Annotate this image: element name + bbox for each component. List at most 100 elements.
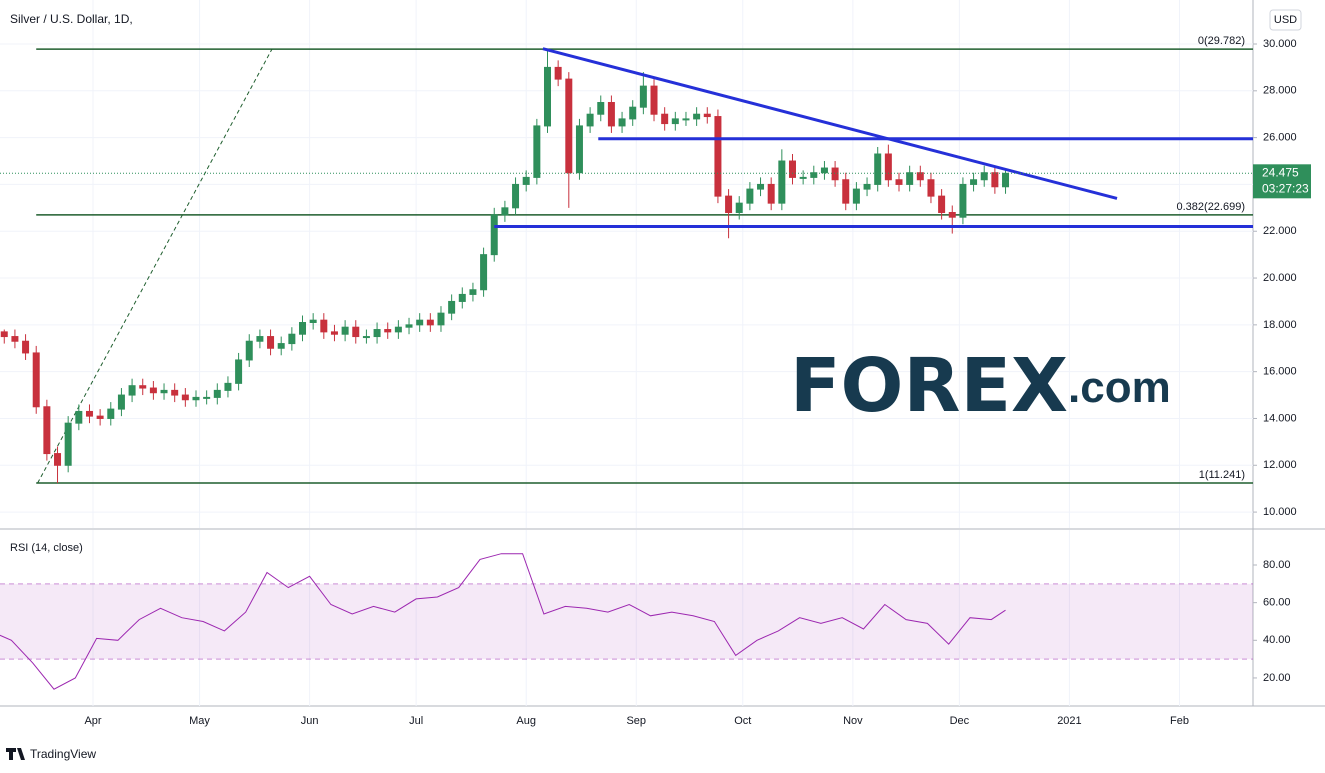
y-tick-label: 20.000 <box>1263 272 1297 284</box>
x-tick-label: Nov <box>843 715 863 727</box>
x-tick-label: Feb <box>1170 715 1189 727</box>
last-price-tag <box>1253 164 1311 199</box>
fib-label: 1(11.241) <box>1199 469 1245 481</box>
last-price-label: 24.475 <box>1262 165 1299 179</box>
y-tick-label: 12.000 <box>1263 459 1297 471</box>
candle-body <box>458 293 466 302</box>
candle-body <box>330 331 338 335</box>
brand-icon[interactable] <box>6 748 25 760</box>
x-tick-label: Jun <box>301 715 319 727</box>
candle-body <box>320 319 328 333</box>
watermark: FOREX.com <box>790 343 1171 429</box>
candle-body <box>852 188 860 204</box>
candle-body <box>533 125 541 178</box>
candle-body <box>128 385 136 396</box>
candle-body <box>75 410 83 424</box>
candle-body <box>991 172 999 188</box>
y-tick-label: 26.000 <box>1263 132 1297 144</box>
candle-body <box>256 336 264 342</box>
candle-body <box>405 324 413 328</box>
candle-body <box>64 422 72 466</box>
candle-body <box>671 118 679 125</box>
candle-body <box>820 167 828 174</box>
watermark-main: FOREX <box>790 343 1068 429</box>
candle-body <box>192 396 200 401</box>
x-tick-label: Dec <box>950 715 970 727</box>
candle-body <box>799 176 807 179</box>
x-tick-label: Aug <box>516 715 536 727</box>
candle-body <box>874 153 882 185</box>
candle-body <box>501 207 509 216</box>
currency-box[interactable] <box>1269 9 1302 31</box>
candle-body <box>437 312 445 326</box>
candle-body <box>927 179 935 197</box>
candle-body <box>959 183 967 218</box>
x-tick-label: May <box>189 715 210 727</box>
candle-body <box>618 118 626 127</box>
x-tick-label: Jul <box>409 715 423 727</box>
candle-body <box>117 394 125 410</box>
rsi-title: RSI (14, close) <box>10 542 83 554</box>
candle-body <box>352 326 360 338</box>
brand-name[interactable]: TradingView <box>30 747 96 761</box>
y-tick-label: 28.000 <box>1263 85 1297 97</box>
fib-label: 0(29.782) <box>1198 35 1245 47</box>
candle-body <box>586 113 594 127</box>
candle-body <box>149 387 157 394</box>
candle-body <box>980 172 988 181</box>
candle-body <box>309 319 317 324</box>
candle-body <box>895 179 903 185</box>
candle-body <box>426 319 434 326</box>
fib-label: 0.382(22.699) <box>1177 201 1246 213</box>
countdown: 03:27:23 <box>1262 181 1309 195</box>
candle-body <box>224 382 232 391</box>
candle-body <box>416 319 424 326</box>
candle-body <box>394 326 402 333</box>
candle-body <box>171 389 179 396</box>
fib-trend <box>37 48 273 484</box>
candle-body <box>139 385 147 389</box>
rsi-y-tick-label: 60.00 <box>1263 597 1291 609</box>
candle-body <box>384 329 392 333</box>
candle-body <box>757 183 765 190</box>
y-tick-label: 22.000 <box>1263 225 1297 237</box>
candle-body <box>778 160 786 204</box>
candle-body <box>906 172 914 185</box>
y-tick-label: 14.000 <box>1263 412 1297 424</box>
main-pane <box>0 0 1253 528</box>
candle-body <box>970 179 978 185</box>
y-tick-label: 16.000 <box>1263 366 1297 378</box>
candle-body <box>884 153 892 181</box>
candle-body <box>267 336 275 349</box>
x-tick-label: Apr <box>84 715 101 727</box>
x-tick-label: Sep <box>626 715 646 727</box>
candle-body <box>597 102 605 115</box>
candle-body <box>863 183 871 190</box>
candle-body <box>203 396 211 399</box>
candle-body <box>299 322 307 335</box>
candle-body <box>11 336 19 342</box>
candle-body <box>235 359 243 384</box>
x-tick-label: 2021 <box>1057 715 1081 727</box>
candle-body <box>650 85 658 115</box>
candle-body <box>831 167 839 181</box>
candle-body <box>85 410 93 417</box>
candle-body <box>842 179 850 204</box>
candle-body <box>288 333 296 345</box>
candle-body <box>277 343 285 349</box>
candle-body <box>32 352 40 408</box>
candle-body <box>746 188 754 204</box>
candle-body <box>522 176 530 185</box>
candle-body <box>43 406 51 455</box>
rsi-y-tick-label: 40.00 <box>1263 634 1291 646</box>
candle-body <box>160 389 168 394</box>
candle-body <box>725 195 733 214</box>
currency[interactable]: USD <box>1274 14 1297 26</box>
background-layer <box>0 0 1325 707</box>
candle-body <box>639 85 647 108</box>
y-tick-label: 30.000 <box>1263 38 1297 50</box>
candle-body <box>693 113 701 120</box>
brand-logo[interactable]: TradingView <box>6 747 96 761</box>
